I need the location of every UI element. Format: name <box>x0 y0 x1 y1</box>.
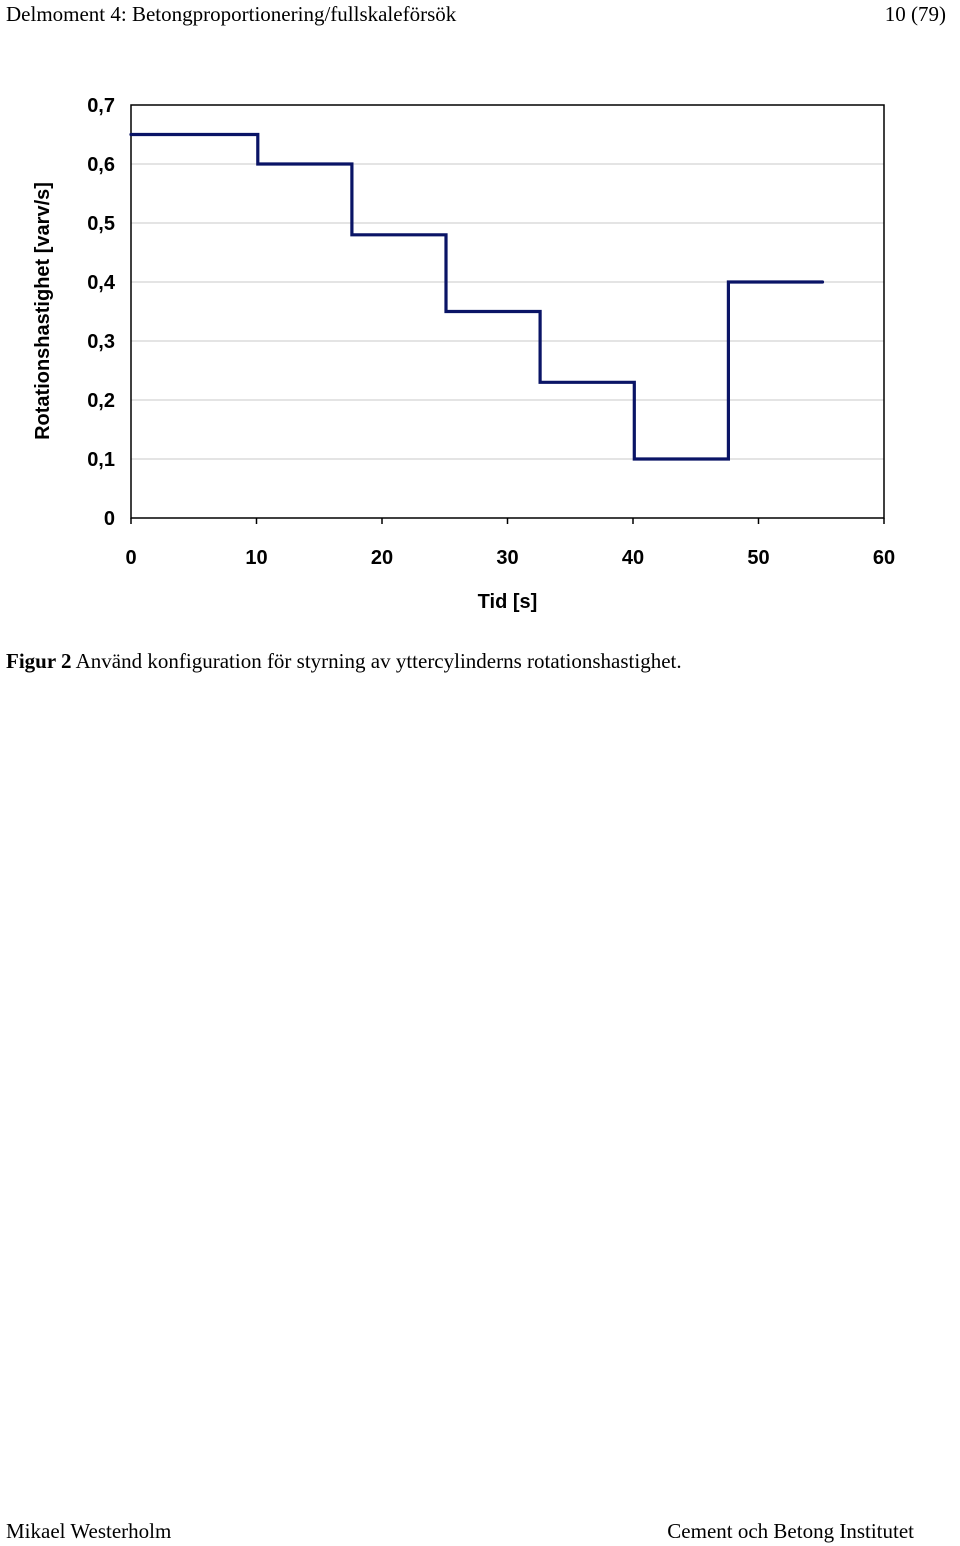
series-line-rotation-speed <box>129 132 825 461</box>
page-header-title: Delmoment 4: Betongproportionering/fulls… <box>6 2 457 26</box>
y-tick-label: 0 <box>104 508 115 530</box>
x-tick-label: 20 <box>371 547 393 569</box>
figure-caption: Figur 2 Använd konfiguration för styrnin… <box>6 649 682 674</box>
y-tick-label: 0,2 <box>87 390 115 412</box>
footer-organization: Cement och Betong Institutet <box>667 1519 914 1543</box>
y-tick-label: 0,7 <box>87 95 115 117</box>
x-tick-label: 50 <box>747 547 769 569</box>
y-axis-label: Rotationshastighet [varv/s] <box>32 182 54 440</box>
x-axis-tick-labels: 0 10 20 30 40 50 60 <box>125 518 895 569</box>
y-tick-label: 0,4 <box>87 272 116 294</box>
figure-caption-text: Använd konfiguration för styrning av ytt… <box>75 649 682 673</box>
x-tick-label: 0 <box>125 547 136 569</box>
y-tick-label: 0,6 <box>87 154 115 176</box>
y-tick-label: 0,3 <box>87 331 115 353</box>
x-tick-label: 10 <box>245 547 267 569</box>
rotation-speed-chart: 0 0,1 0,2 0,3 0,4 0,5 0,6 0,7 0 10 20 30 40 50 60 Tid… <box>32 95 895 613</box>
y-axis-tick-labels: 0 0,1 0,2 0,3 0,4 0,5 0,6 0,7 <box>87 95 116 530</box>
x-axis-label: Tid [s] <box>478 591 538 613</box>
y-tick-label: 0,1 <box>87 449 115 471</box>
x-tick-label: 30 <box>496 547 518 569</box>
x-tick-label: 40 <box>622 547 644 569</box>
footer-author: Mikael Westerholm <box>6 1519 172 1543</box>
x-tick-label: 60 <box>873 547 895 569</box>
y-tick-label: 0,5 <box>87 213 115 235</box>
page-number: 10 (79) <box>884 2 946 26</box>
figure-caption-label: Figur 2 <box>6 649 72 673</box>
